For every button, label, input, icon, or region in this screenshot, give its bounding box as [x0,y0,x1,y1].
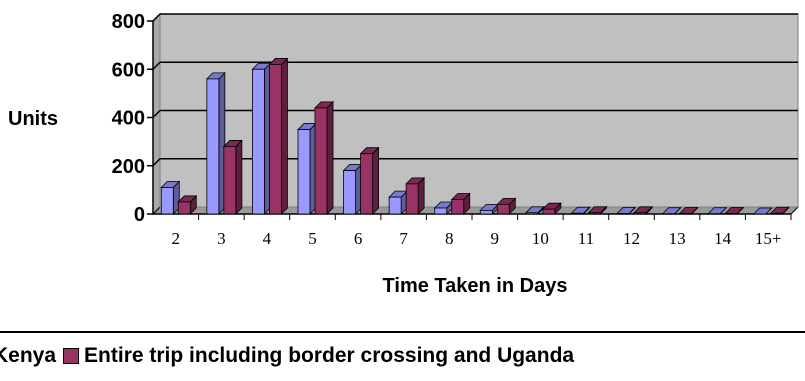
x-tick-label: 11 [578,229,594,248]
bar-entire-trip [770,212,784,215]
bar-entire-trip [177,201,191,215]
bar-entire-trip [542,208,556,215]
legend-item-entire-trip: Entire trip including border crossing an… [63,344,574,368]
plot-floor [151,206,800,215]
bar-kenya [479,209,493,215]
x-tick-label: 2 [172,229,181,248]
plot-area: 0 200 400 600 800 2 3 4 5 6 7 8 9 10 11 12 13 14 15+ [112,11,800,248]
bar-entire-trip [496,203,510,215]
bar-kenya [434,207,448,215]
bar-kenya [571,212,584,215]
bar-entire-trip [633,212,647,215]
x-tick-label: 4 [263,229,272,248]
x-tick-label: 6 [354,229,363,248]
gridline-depth [152,158,161,167]
x-tick-label: 8 [445,229,454,248]
legend: Kenya Entire trip including border cross… [0,344,805,374]
legend-label-entire-trip: Entire trip including border crossing an… [84,344,575,367]
bar-kenya [388,196,402,215]
y-tick-label: 800 [112,11,145,33]
legend-item-kenya: Kenya [0,344,56,368]
bar-entire-trip [223,146,237,215]
bar-kenya [343,170,356,215]
gridline-depth [152,13,161,22]
bar-entire-trip [360,153,373,215]
x-tick-label: 9 [491,229,500,248]
x-tick-label: 7 [399,229,408,248]
y-tick-label: 600 [112,59,145,81]
bar-entire-trip [269,64,282,215]
bar-kenya [525,212,539,215]
bar-kenya [206,78,220,215]
bar-entire-trip [405,183,419,215]
bar-kenya [160,187,174,215]
gridline-depth [152,61,161,70]
bar-kenya [252,68,265,215]
bar-entire-trip-side [326,100,334,215]
x-axis-label: Time Taken in Days [383,275,568,297]
bar-kenya-top [752,207,773,215]
x-tick-label: 10 [532,229,549,248]
bar-entire-trip-side [372,146,379,215]
x-tick-label: 14 [714,229,732,248]
y-axis-label: Units [8,108,58,130]
gridline-depth [152,109,161,119]
bar-entire-trip-side [281,57,288,215]
x-tick-label: 3 [217,229,226,248]
bar-entire-trip [451,199,465,215]
legend-divider [0,331,805,333]
bar-entire-trip [588,212,601,215]
x-tick-label: 5 [308,229,317,248]
x-tick-label: 15+ [755,229,782,248]
chart: 0 200 400 600 800 2 3 4 5 6 7 8 9 10 11 12 13 14 15+ Units… [8,11,800,297]
x-tick-label: 13 [669,229,686,248]
bar-kenya [297,129,311,215]
legend-swatch-entire-trip [63,348,80,364]
y-tick-label: 400 [112,108,145,130]
y-tick-label: 0 [134,204,145,226]
bar-entire-trip [314,107,328,215]
legend-label-kenya: Kenya [0,344,57,367]
y-tick-label: 200 [112,156,145,178]
x-tick-label: 12 [623,229,640,248]
bar-entire-trip-side [235,139,243,215]
